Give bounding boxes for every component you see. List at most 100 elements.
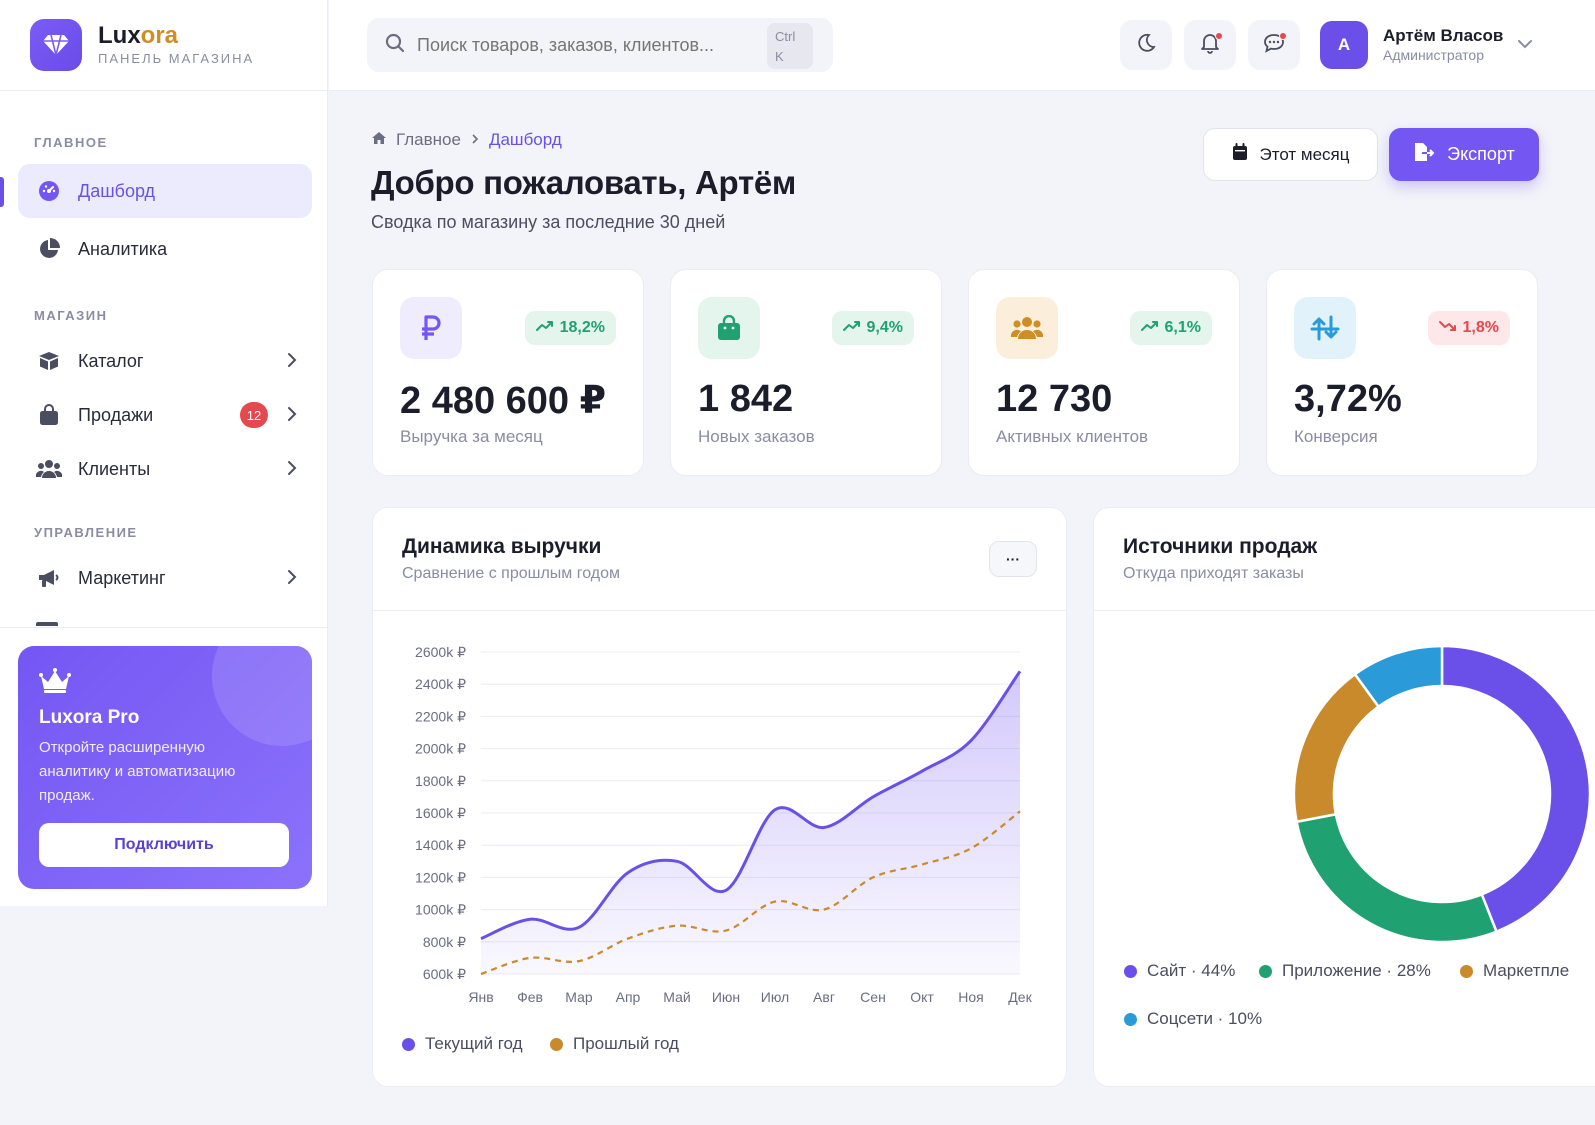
chevron-right-icon bbox=[286, 351, 298, 374]
trend-up-icon bbox=[842, 319, 861, 337]
x-tick-label: Дек bbox=[1008, 989, 1032, 1005]
kpi-card-revenue[interactable]: 18,2% 2 480 600 ₽ Выручка за месяц bbox=[372, 269, 644, 476]
trend-up-icon bbox=[1140, 319, 1159, 337]
user-name[interactable]: Артём Власов bbox=[1383, 26, 1504, 45]
shopping-bag-icon bbox=[698, 297, 760, 359]
more-options-button[interactable]: ··· bbox=[989, 541, 1037, 577]
y-tick-label: 1400k ₽ bbox=[415, 837, 466, 853]
y-tick-label: 800k ₽ bbox=[423, 934, 466, 950]
brand-subtitle: ПАНЕЛЬ МАГАЗИНА bbox=[98, 51, 255, 66]
search-input[interactable] bbox=[417, 34, 757, 56]
y-tick-label: 2200k ₽ bbox=[415, 708, 466, 724]
promo-title: Luxora Pro bbox=[39, 707, 140, 728]
page-title: Добро пожаловать, Артём bbox=[371, 164, 797, 201]
sidebar-divider bbox=[0, 627, 328, 628]
legend-app[interactable]: Приложение · 28% bbox=[1259, 961, 1431, 981]
diamond-icon bbox=[30, 19, 82, 71]
sources-donut-chart bbox=[1292, 644, 1592, 944]
donut-slice[interactable] bbox=[1353, 644, 1444, 709]
calendar-icon bbox=[1232, 143, 1248, 166]
sidebar-item-catalog[interactable]: Каталог bbox=[18, 334, 312, 388]
notifications-button[interactable] bbox=[1184, 20, 1236, 70]
chevron-right-icon bbox=[286, 459, 298, 482]
sidebar: Luxora ПАНЕЛЬ МАГАЗИНА ГЛАВНОЕ Дашборд А… bbox=[0, 0, 328, 906]
revenue-chart-card: Динамика выручки Сравнение с прошлым год… bbox=[372, 507, 1067, 1087]
shopping-bag-icon bbox=[36, 402, 62, 428]
sidebar-item-marketing[interactable]: Маркетинг bbox=[18, 551, 312, 605]
donut-slice[interactable] bbox=[1292, 672, 1381, 824]
breadcrumb: Главное Дашборд bbox=[371, 130, 562, 150]
donut-slice[interactable] bbox=[1295, 812, 1499, 944]
search-icon bbox=[385, 33, 405, 58]
chevron-down-icon[interactable] bbox=[1517, 37, 1533, 55]
avatar[interactable]: А bbox=[1320, 21, 1368, 69]
messages-button[interactable] bbox=[1248, 20, 1300, 70]
legend-swatch bbox=[402, 1037, 415, 1051]
current-year-line bbox=[480, 670, 1022, 940]
card-title: Динамика выручки bbox=[402, 535, 602, 558]
x-tick-label: Окт bbox=[910, 989, 934, 1005]
brand[interactable]: Luxora ПАНЕЛЬ МАГАЗИНА bbox=[0, 0, 327, 91]
card-subtitle: Откуда приходят заказы bbox=[1123, 565, 1304, 582]
x-tick-label: Апр bbox=[616, 989, 641, 1005]
x-tick-label: Ноя bbox=[958, 989, 983, 1005]
gauge-icon bbox=[36, 178, 62, 204]
legend-site[interactable]: Сайт · 44% bbox=[1124, 961, 1235, 981]
kpi-value: 3,72% bbox=[1294, 378, 1402, 420]
file-export-icon bbox=[1413, 142, 1435, 167]
active-indicator bbox=[0, 177, 4, 207]
users-icon bbox=[996, 297, 1058, 359]
user-role: Администратор bbox=[1383, 47, 1485, 63]
notification-dot bbox=[1215, 32, 1223, 40]
period-select-button[interactable]: Этот месяц bbox=[1203, 128, 1378, 181]
sidebar-item-analytics[interactable]: Аналитика bbox=[18, 222, 312, 276]
kpi-value: 1 842 bbox=[698, 378, 794, 420]
legend-swatch bbox=[1124, 964, 1137, 978]
legend-marketplace[interactable]: Маркетпле bbox=[1460, 961, 1569, 981]
chevron-right-icon bbox=[286, 568, 298, 591]
kpi-value: 12 730 bbox=[996, 378, 1113, 420]
sidebar-item-clients[interactable]: Клиенты bbox=[18, 442, 312, 496]
message-dot bbox=[1279, 32, 1287, 40]
y-tick-label: 1000k ₽ bbox=[415, 902, 466, 918]
pie-chart-icon bbox=[36, 236, 62, 262]
users-icon bbox=[36, 456, 62, 482]
kpi-change-badge: 9,4% bbox=[831, 311, 914, 345]
card-title: Источники продаж bbox=[1123, 535, 1318, 558]
kpi-card-clients[interactable]: 6,1% 12 730 Активных клиентов bbox=[968, 269, 1240, 476]
kpi-card-conversion[interactable]: 1,8% 3,72% Конверсия bbox=[1266, 269, 1538, 476]
y-tick-label: 600k ₽ bbox=[423, 966, 466, 982]
kpi-label: Активных клиентов bbox=[996, 427, 1149, 446]
kpi-change-badge: 6,1% bbox=[1129, 311, 1212, 345]
sidebar-item-sales[interactable]: Продажи 12 bbox=[18, 388, 312, 442]
period-label: Этот месяц bbox=[1259, 144, 1350, 164]
export-button[interactable]: Экспорт bbox=[1389, 128, 1539, 181]
sidebar-item-label: Каталог bbox=[78, 350, 144, 371]
legend-current-year[interactable]: Текущий год bbox=[402, 1034, 523, 1054]
breadcrumb-separator-icon bbox=[471, 130, 479, 150]
current-year-area bbox=[481, 671, 1020, 974]
previous-year-line bbox=[480, 810, 1021, 976]
x-tick-label: Июл bbox=[761, 989, 789, 1005]
arrows-swap-icon bbox=[1294, 297, 1356, 359]
legend-swatch bbox=[550, 1037, 563, 1051]
y-tick-label: 2000k ₽ bbox=[415, 741, 466, 757]
legend-swatch bbox=[1259, 964, 1272, 978]
theme-toggle-button[interactable] bbox=[1120, 20, 1172, 70]
kpi-change-badge: 18,2% bbox=[524, 311, 616, 345]
legend-previous-year[interactable]: Прошлый год bbox=[550, 1034, 679, 1054]
legend-social[interactable]: Соцсети · 10% bbox=[1124, 1009, 1262, 1029]
kpi-card-orders[interactable]: 9,4% 1 842 Новых заказов bbox=[670, 269, 942, 476]
nav-section-shop: МАГАЗИН bbox=[34, 308, 108, 323]
crown-icon bbox=[39, 668, 71, 699]
breadcrumb-home[interactable]: Главное bbox=[396, 130, 461, 149]
donut-slice[interactable] bbox=[1440, 644, 1592, 934]
kpi-change-badge: 1,8% bbox=[1427, 311, 1510, 345]
export-label: Экспорт bbox=[1447, 144, 1515, 164]
connect-pro-button[interactable]: Подключить bbox=[39, 823, 289, 867]
breadcrumb-current: Дашборд bbox=[488, 130, 562, 149]
card-divider bbox=[373, 610, 1066, 611]
x-tick-label: Май bbox=[663, 989, 690, 1005]
sidebar-item-dashboard[interactable]: Дашборд bbox=[18, 164, 312, 218]
